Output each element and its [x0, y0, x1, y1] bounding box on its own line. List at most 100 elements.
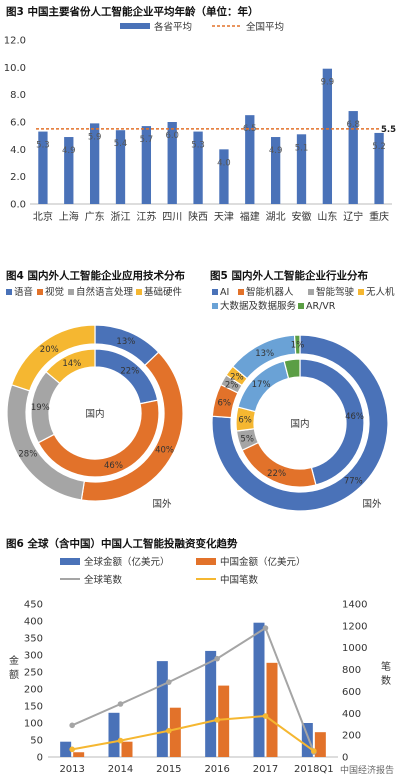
fig3-y-tick: 8.0 [10, 90, 26, 101]
fig5-outer-label: 1% [291, 341, 305, 351]
fig3-x-tick: 安徽 [292, 210, 312, 223]
fig3-x-tick: 广东 [85, 210, 105, 223]
fig5-outer-label: 13% [255, 349, 274, 359]
fig3-bar [141, 126, 152, 204]
fig4-inner-slice [45, 348, 96, 385]
fig6-bar-global-amount [301, 723, 313, 757]
fig6-china-count-point [69, 746, 75, 753]
fig4-outer-label: 28% [18, 450, 37, 460]
fig6-y-right-tick: 600 [342, 687, 361, 698]
fig6-x-tick: 2017 [253, 764, 278, 775]
fig6-y-right-tick: 400 [342, 709, 361, 720]
fig4-legend-label: 视觉 [45, 286, 64, 298]
fig3-x-tick: 辽宁 [343, 210, 363, 223]
fig3-bar [64, 137, 74, 204]
fig6-china-count-point [117, 737, 124, 744]
fig6-y-left-tick: 400 [24, 617, 43, 628]
fig6-y-left-tick: 250 [24, 668, 43, 679]
fig5-outer-slice [293, 334, 301, 355]
fig4-chart: 语音 视觉 自然语言处理 基础硬件 13% 40% 28% 20% 22% 46% 19% 14% 国内… [6, 286, 184, 510]
fig3-y-tick: 10.0 [4, 63, 26, 74]
fig6-chart: 全球金额（亿美元） 中国金额（亿美元） 全球笔数 中国笔数 0 50 100 150 200 25… [9, 556, 391, 775]
fig4-outer-label: 国外 [152, 498, 172, 510]
fig5-legend-swatch [298, 303, 304, 309]
fig4-legend-swatch [6, 289, 12, 295]
fig4-outer-label: 40% [155, 445, 174, 455]
fig3-national-average-label: 5.5 [381, 125, 396, 135]
fig3-bar [115, 130, 126, 204]
fig5-inner-slice [283, 358, 301, 380]
fig5-inner-label: 5% [240, 434, 254, 444]
fig6-legend-label: 全球笔数 [84, 574, 123, 586]
fig6-y-left-tick: 300 [24, 651, 43, 662]
fig6-x-tick: 2018Q1 [294, 764, 334, 775]
fig5-legend-label: 智能驾驶 [316, 286, 355, 298]
fig6-title: 图6 全球（含中国）中国人工智能投融资变化趋势 [6, 538, 238, 550]
fig4-legend-label: 基础硬件 [144, 286, 183, 298]
fig3-legend-label: 全国平均 [246, 21, 284, 33]
fig6-y-left-tick: 150 [24, 702, 43, 713]
fig6-x-tick: 2014 [108, 764, 133, 775]
fig3-x-tick: 四川 [162, 212, 182, 223]
fig3-x-tick: 江苏 [136, 210, 156, 223]
fig6-y-right-tick: 1000 [342, 643, 367, 654]
fig4-legend-swatch [136, 289, 142, 295]
fig3-bar [296, 134, 307, 204]
fig4-inner-label: 14% [62, 359, 81, 369]
fig6-y-left-tick: 450 [24, 600, 43, 611]
fig3-value-label: 5.3 [191, 141, 205, 151]
fig3-x-tick: 上海 [59, 210, 79, 223]
fig3-value-label: 5.3 [36, 141, 50, 151]
fig4-outer-label: 13% [116, 337, 135, 347]
fig6-x-tick: 2013 [59, 764, 84, 775]
fig6-y-right-tick: 1400 [342, 600, 367, 611]
fig6-left-axis-label: 金 [9, 654, 19, 667]
fig6-global-count-point [262, 625, 269, 631]
fig3-value-label: 5.9 [88, 132, 102, 142]
fig4-legend-swatch [68, 289, 74, 295]
fig6-global-count-line [71, 626, 315, 753]
fig6-china-count-line [71, 714, 315, 752]
fig6-bar-china-amount [121, 741, 133, 757]
fig6-bar-global-amount [156, 661, 168, 757]
fig3-value-label: 6.0 [165, 131, 179, 141]
fig6-bar-china-amount [218, 685, 230, 757]
fig3-x-tick: 浙江 [111, 211, 131, 223]
fig5-inner-label: 6% [238, 416, 252, 426]
fig3-bar [245, 115, 255, 204]
fig3-value-label: 4.0 [217, 158, 231, 168]
fig5-outer-slice [211, 334, 389, 512]
fig6-bar-global-amount [253, 622, 265, 757]
fig3-bar [89, 123, 100, 204]
fig3-legend-label: 各省平均 [154, 21, 192, 33]
fig6-legend-label: 全球金额（亿美元） [84, 556, 170, 568]
fig3-y-tick: 4.0 [10, 145, 26, 156]
fig6-bar-china-amount [314, 732, 326, 757]
fig4-outer-slice [10, 324, 96, 392]
fig6-y-left-tick: 100 [24, 719, 43, 730]
fig3-value-label: 6.8 [346, 120, 360, 130]
fig3-bar [219, 149, 229, 204]
fig5-inner-label: 46% [345, 412, 364, 422]
fig5-legend-swatch [212, 289, 218, 295]
fig4-legend-label: 语音 [14, 286, 33, 298]
fig3-value-label: 9.9 [321, 78, 335, 88]
fig6-china-count-point [214, 717, 220, 723]
fig3-y-tick: 0.0 [10, 200, 26, 211]
fig6-global-count-point [166, 679, 172, 685]
fig6-y-right-tick: 1200 [342, 621, 367, 632]
fig3-x-tick: 陕西 [188, 210, 208, 223]
fig5-inner-label: 国内 [290, 418, 309, 430]
fig3-bar [374, 132, 384, 204]
fig6-global-count-point [117, 701, 124, 707]
fig5-legend-swatch [212, 303, 218, 309]
fig4-inner-label: 46% [104, 461, 123, 471]
fig3-value-label: 6.5 [243, 124, 257, 134]
fig3-y-tick: 6.0 [10, 118, 26, 129]
fig5-outer-label: 2% [230, 372, 244, 382]
fig6-legend-label: 中国笔数 [220, 574, 259, 586]
fig6-right-axis-label: 数 [381, 674, 391, 687]
fig6-y-right-tick: 0 [342, 753, 348, 764]
fig3-bar [348, 111, 358, 204]
fig6-y-left-tick: 200 [24, 685, 43, 696]
